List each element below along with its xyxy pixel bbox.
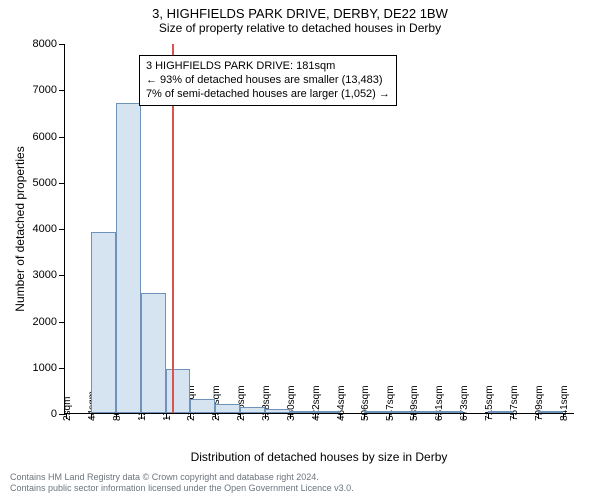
footer-line-1: Contains HM Land Registry data © Crown c… (10, 472, 354, 483)
histogram-bar (488, 411, 513, 413)
x-axis-label: Distribution of detached houses by size … (191, 450, 448, 464)
histogram-bar (116, 103, 141, 413)
histogram-bar (215, 404, 240, 413)
footer-text: Contains HM Land Registry data © Crown c… (10, 472, 354, 495)
y-tick (59, 275, 65, 276)
histogram-bar (315, 411, 340, 413)
x-tick-label: 799sqm (534, 385, 545, 421)
histogram-bar (290, 411, 315, 413)
histogram-bar (538, 411, 563, 413)
y-tick-label: 5000 (33, 177, 57, 189)
y-tick-label: 4000 (33, 223, 57, 235)
histogram-bar (166, 369, 191, 413)
y-tick-label: 1000 (33, 362, 57, 374)
histogram-bar (91, 232, 116, 413)
histogram-bar (141, 293, 166, 413)
x-tick-label: 547sqm (385, 385, 396, 421)
x-tick-label: 506sqm (360, 385, 371, 421)
plot-wrap: Number of detached properties Distributi… (64, 44, 574, 414)
histogram-bar (389, 411, 414, 413)
footer-line-2: Contains public sector information licen… (10, 483, 354, 494)
x-tick-label: 673sqm (459, 385, 470, 421)
y-tick (59, 229, 65, 230)
y-axis-label: Number of detached properties (13, 146, 27, 311)
annotation-line-1: 3 HIGHFIELDS PARK DRIVE: 181sqm (146, 60, 390, 74)
y-tick-label: 8000 (33, 38, 57, 50)
histogram-bar (265, 409, 290, 413)
y-tick-label: 3000 (33, 269, 57, 281)
y-tick-label: 6000 (33, 131, 57, 143)
x-tick-label: 2sqm (62, 397, 73, 421)
y-tick-label: 7000 (33, 84, 57, 96)
x-tick-label: 589sqm (409, 385, 420, 421)
annotation-box: 3 HIGHFIELDS PARK DRIVE: 181sqm← 93% of … (139, 55, 397, 106)
y-tick (59, 137, 65, 138)
x-tick-label: 841sqm (559, 385, 570, 421)
y-tick-label: 0 (51, 408, 57, 420)
y-tick-label: 2000 (33, 316, 57, 328)
annotation-line-3: 7% of semi-detached houses are larger (1… (146, 88, 390, 102)
x-tick-label: 338sqm (261, 385, 272, 421)
annotation-line-2: ← 93% of detached houses are smaller (13… (146, 74, 390, 88)
y-tick (59, 322, 65, 323)
y-tick (59, 368, 65, 369)
y-tick (59, 90, 65, 91)
histogram-bar (190, 399, 215, 413)
x-tick-label: 715sqm (484, 385, 495, 421)
x-tick-label: 631sqm (434, 385, 445, 421)
histogram-bar (240, 407, 265, 413)
histogram-bar (364, 411, 389, 413)
x-tick-label: 757sqm (509, 385, 520, 421)
y-tick (59, 44, 65, 45)
histogram-bar (413, 411, 438, 413)
x-tick-label: 464sqm (336, 385, 347, 421)
histogram-bar (438, 411, 463, 413)
chart-container: 3, HIGHFIELDS PARK DRIVE, DERBY, DE22 1B… (0, 0, 600, 500)
chart-title: 3, HIGHFIELDS PARK DRIVE, DERBY, DE22 1B… (0, 0, 600, 21)
plot-area: 0100020003000400050006000700080002sqm44s… (64, 44, 574, 414)
y-tick (59, 183, 65, 184)
x-tick-label: 380sqm (286, 385, 297, 421)
x-tick-label: 422sqm (311, 385, 322, 421)
chart-subtitle: Size of property relative to detached ho… (0, 21, 600, 39)
